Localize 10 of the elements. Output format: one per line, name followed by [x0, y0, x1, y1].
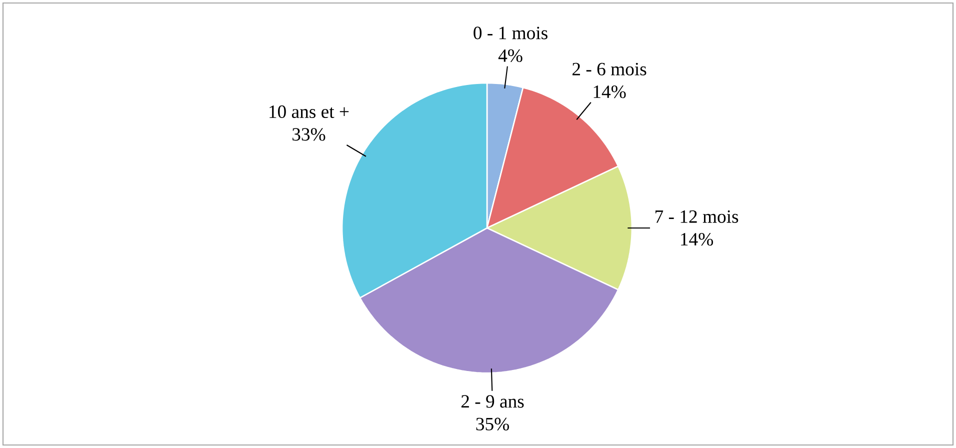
slice-label: 2 - 9 ans	[461, 395, 524, 408]
data-label: 35%	[476, 418, 509, 430]
data-label: 14%	[681, 232, 713, 246]
slice-label: 10 ans et +	[270, 105, 349, 118]
slice-label: 0 - 1 mois	[474, 26, 548, 40]
slice-label: 7 - 12 mois	[656, 210, 738, 223]
data-label: 14%	[594, 85, 626, 98]
data-label: 33%	[292, 128, 326, 141]
data-label: 4%	[498, 49, 522, 62]
slice-label: 2 - 6 mois	[572, 62, 646, 76]
